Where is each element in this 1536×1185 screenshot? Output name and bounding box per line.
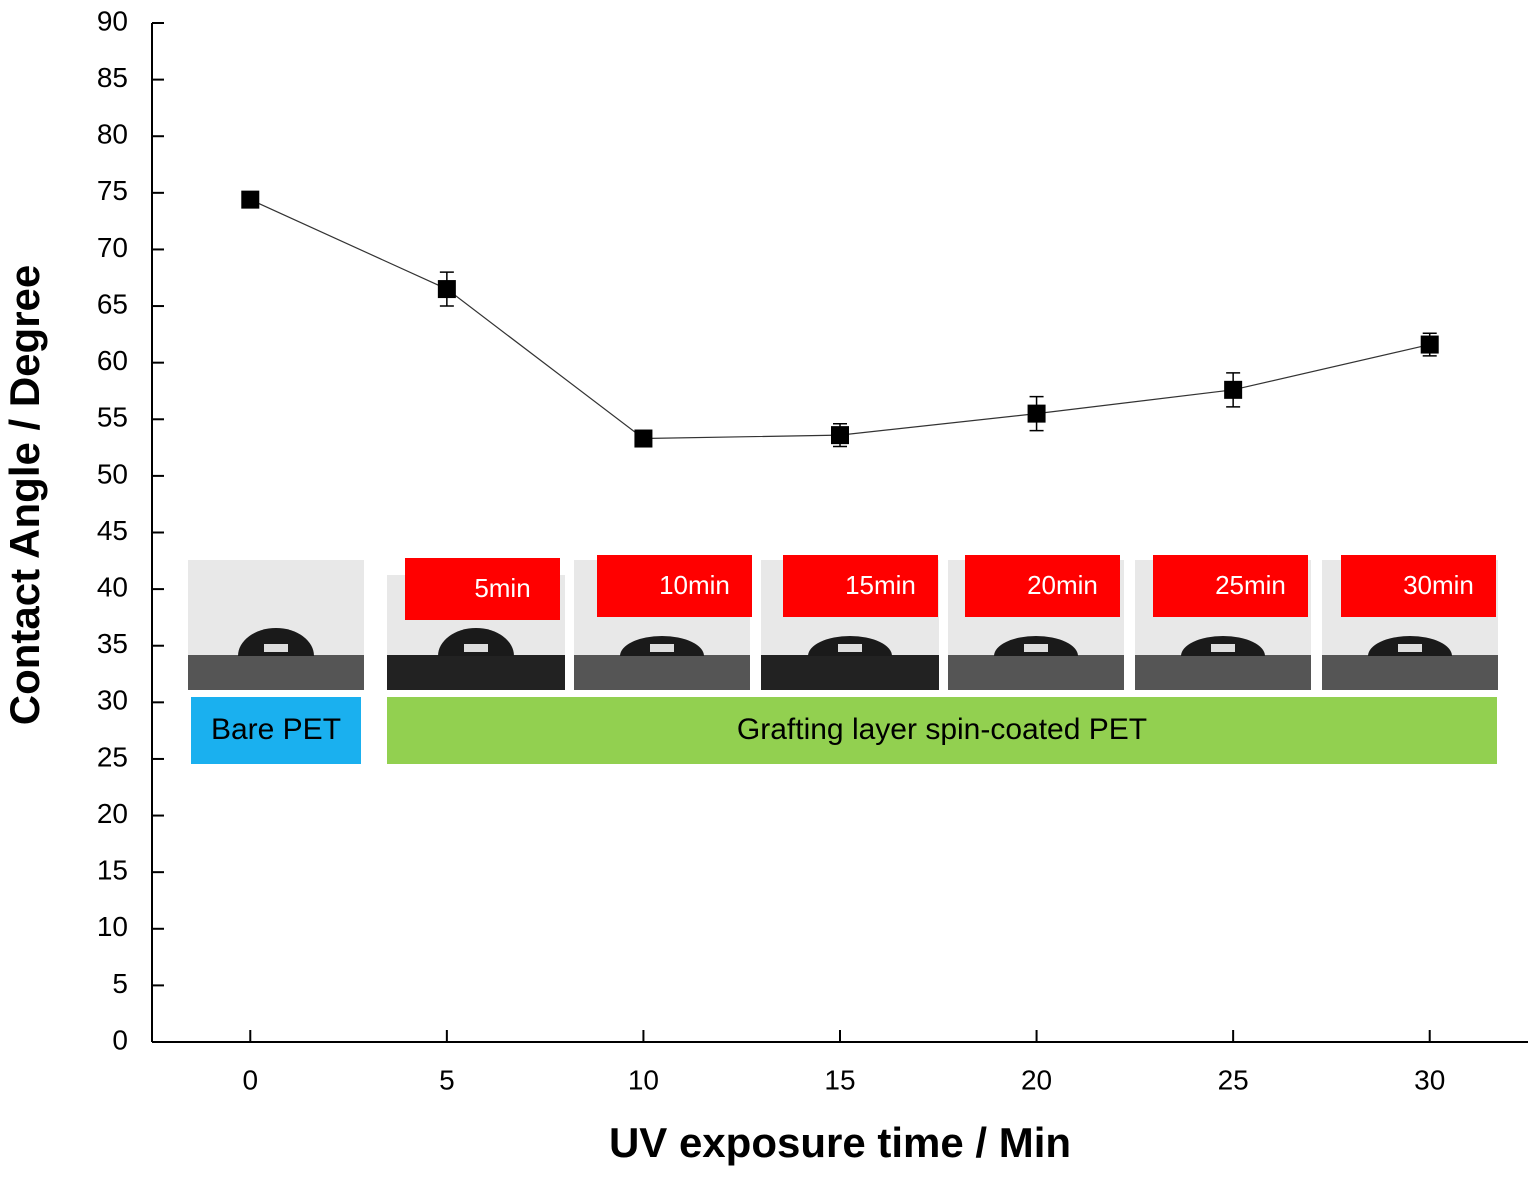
droplet-highlight (650, 644, 674, 652)
bare-label: Bare PET (211, 713, 341, 746)
y-tick-label: 40 (97, 572, 128, 603)
droplet-insets: 5min 10min 15min 20min 25min 30min Bare PET Gra… (188, 555, 1498, 764)
inset-substrate (387, 655, 565, 690)
time-label-box (1153, 555, 1308, 617)
time-label: 25min (1215, 570, 1286, 600)
y-axis-title: Contact Angle / Degree (1, 265, 48, 726)
marker (241, 190, 260, 209)
series-line (250, 199, 1430, 440)
time-label: 10min (659, 570, 730, 600)
y-tick-label: 55 (97, 402, 128, 433)
x-tick-label: 10 (628, 1064, 659, 1095)
inset-substrate (948, 655, 1124, 690)
x-tick-label: 30 (1414, 1064, 1445, 1095)
marker (634, 429, 653, 448)
marker (1027, 404, 1046, 423)
marker (831, 426, 849, 445)
time-label: 30min (1403, 570, 1474, 600)
y-tick-label: 45 (97, 515, 128, 546)
marker (1420, 335, 1439, 354)
inset-substrate (1322, 655, 1498, 690)
inset-substrate (1135, 655, 1311, 690)
droplet-highlight (464, 644, 488, 652)
y-tick-label: 15 (97, 855, 128, 886)
y-tick-label: 85 (97, 62, 128, 93)
droplet-highlight (1024, 644, 1048, 652)
droplet-highlight (838, 644, 862, 652)
time-label-box (405, 558, 560, 620)
x-axis-title: UV exposure time / Min (609, 1119, 1071, 1166)
y-tick-label: 80 (97, 119, 128, 150)
bare-box (191, 697, 361, 764)
time-label-box (1341, 555, 1496, 617)
droplet-highlight (264, 644, 288, 652)
x-tick-label: 15 (824, 1064, 855, 1095)
y-tick-label: 90 (97, 5, 128, 36)
time-label: 15min (845, 570, 916, 600)
y-tick-label: 10 (97, 911, 128, 942)
y-tick-label: 35 (97, 628, 128, 659)
y-tick-label: 50 (97, 458, 128, 489)
marker (437, 280, 456, 299)
x-tick-label: 0 (242, 1064, 258, 1095)
y-tick-label: 0 (112, 1024, 128, 1055)
y-tick-label: 75 (97, 175, 128, 206)
inset-substrate (188, 655, 364, 690)
y-tick-label: 20 (97, 798, 128, 829)
droplet-highlight (1211, 644, 1235, 652)
y-tick-label: 5 (112, 968, 128, 999)
time-label-box (965, 555, 1120, 617)
marker (1224, 380, 1243, 399)
x-tick-label: 25 (1218, 1064, 1249, 1095)
inset-substrate (761, 655, 939, 690)
y-tick-label: 70 (97, 232, 128, 263)
y-tick-label: 25 (97, 741, 128, 772)
droplet (438, 628, 514, 656)
droplet (238, 628, 314, 656)
droplet-highlight (1398, 644, 1422, 652)
x-tick-label: 5 (439, 1064, 455, 1095)
x-tick-label: 20 (1021, 1064, 1052, 1095)
time-label-box (597, 555, 752, 617)
y-tick-label: 65 (97, 288, 128, 319)
y-tick-label: 30 (97, 685, 128, 716)
inset-substrate (574, 655, 750, 690)
time-label-box (783, 555, 938, 617)
coated-label: Grafting layer spin-coated PET (737, 713, 1147, 746)
time-label: 20min (1027, 570, 1098, 600)
y-tick-label: 60 (97, 345, 128, 376)
coated-box (387, 697, 1497, 764)
time-label: 5min (474, 573, 530, 603)
